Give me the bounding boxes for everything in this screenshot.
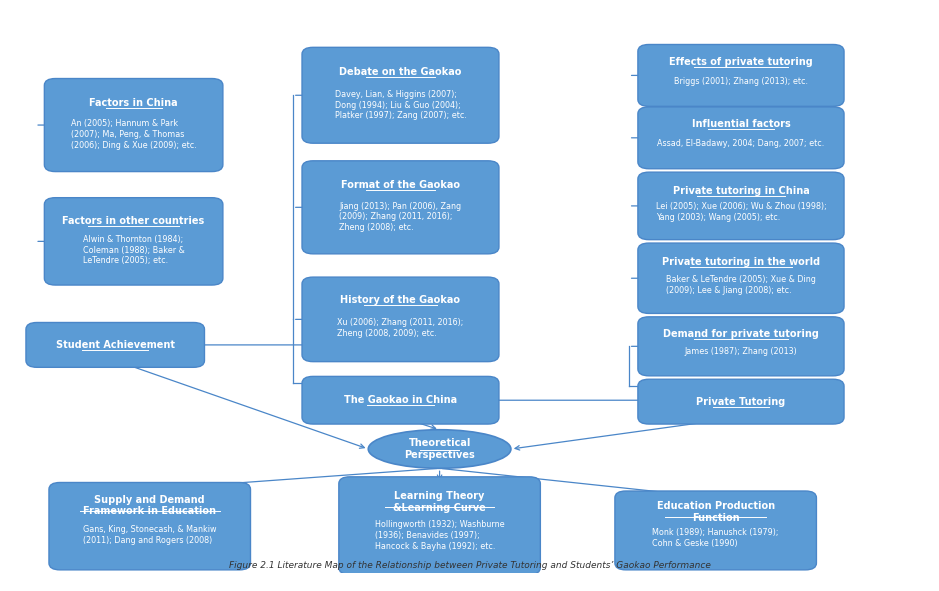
FancyBboxPatch shape (44, 79, 223, 171)
Text: Lei (2005); Xue (2006); Wu & Zhou (1998);
Yang (2003); Wang (2005); etc.: Lei (2005); Xue (2006); Wu & Zhou (1998)… (655, 203, 826, 222)
FancyBboxPatch shape (302, 277, 499, 362)
Text: Theoretical
Perspectives: Theoretical Perspectives (404, 438, 475, 460)
Text: Supply and Demand
Framework in Education: Supply and Demand Framework in Education (84, 495, 216, 517)
Text: Jiang (2013); Pan (2006), Zang
(2009); Zhang (2011, 2016);
Zheng (2008); etc.: Jiang (2013); Pan (2006), Zang (2009); Z… (339, 202, 462, 232)
Text: Learning Theory
&Learning Curve: Learning Theory &Learning Curve (393, 491, 486, 513)
FancyBboxPatch shape (302, 376, 499, 424)
Text: Private Tutoring: Private Tutoring (697, 397, 786, 407)
Text: Figure 2.1 Literature Map of the Relationship between Private Tutoring and Stude: Figure 2.1 Literature Map of the Relatio… (228, 561, 711, 570)
Text: Davey, Lian, & Higgins (2007);
Dong (1994); Liu & Guo (2004);
Platker (1997); Za: Davey, Lian, & Higgins (2007); Dong (199… (334, 90, 467, 121)
FancyBboxPatch shape (44, 197, 223, 285)
FancyBboxPatch shape (615, 491, 816, 570)
Text: Format of the Gaokao: Format of the Gaokao (341, 180, 460, 190)
FancyBboxPatch shape (638, 317, 844, 376)
FancyBboxPatch shape (339, 477, 540, 574)
FancyBboxPatch shape (638, 107, 844, 169)
Text: James (1987); Zhang (2013): James (1987); Zhang (2013) (685, 348, 797, 356)
Text: Effects of private tutoring: Effects of private tutoring (670, 57, 813, 67)
Text: Hollingworth (1932); Washburne
(1936); Benavides (1997);
Hancock & Bayha (1992);: Hollingworth (1932); Washburne (1936); B… (375, 521, 504, 551)
Text: Factors in China: Factors in China (89, 98, 177, 108)
Text: Assad, El-Badawy, 2004; Dang, 2007; etc.: Assad, El-Badawy, 2004; Dang, 2007; etc. (657, 139, 824, 148)
Text: An (2005); Hannum & Park
(2007); Ma, Peng, & Thomas
(2006); Ding & Xue (2009); e: An (2005); Hannum & Park (2007); Ma, Pen… (70, 119, 196, 150)
Text: Gans, King, Stonecash, & Mankiw
(2011); Dang and Rogers (2008): Gans, King, Stonecash, & Mankiw (2011); … (83, 525, 217, 545)
Text: Baker & LeTendre (2005); Xue & Ding
(2009); Lee & Jiang (2008); etc.: Baker & LeTendre (2005); Xue & Ding (200… (666, 275, 816, 295)
FancyBboxPatch shape (302, 161, 499, 254)
Text: Xu (2006); Zhang (2011, 2016);
Zheng (2008, 2009); etc.: Xu (2006); Zhang (2011, 2016); Zheng (20… (337, 318, 464, 338)
Ellipse shape (368, 430, 511, 468)
Text: The Gaokao in China: The Gaokao in China (344, 395, 457, 405)
Text: Private tutoring in the world: Private tutoring in the world (662, 257, 820, 267)
Text: Private tutoring in China: Private tutoring in China (672, 186, 809, 196)
Text: Student Achievement: Student Achievement (55, 340, 175, 350)
FancyBboxPatch shape (26, 323, 205, 368)
FancyBboxPatch shape (638, 379, 844, 424)
Text: Alwin & Thornton (1984);
Coleman (1988); Baker &
LeTendre (2005); etc.: Alwin & Thornton (1984); Coleman (1988);… (83, 235, 185, 265)
Text: Education Production
Function: Education Production Function (656, 501, 775, 523)
Text: Influential factors: Influential factors (692, 119, 791, 129)
Text: Factors in other countries: Factors in other countries (63, 216, 205, 226)
FancyBboxPatch shape (638, 44, 844, 106)
FancyBboxPatch shape (302, 47, 499, 143)
FancyBboxPatch shape (638, 243, 844, 313)
Text: Monk (1989); Hanushck (1979);
Cohn & Geske (1990): Monk (1989); Hanushck (1979); Cohn & Ges… (653, 528, 779, 548)
Text: History of the Gaokao: History of the Gaokao (341, 294, 460, 304)
FancyBboxPatch shape (49, 482, 251, 570)
Text: Debate on the Gaokao: Debate on the Gaokao (339, 67, 462, 77)
FancyBboxPatch shape (638, 172, 844, 240)
Text: Briggs (2001); Zhang (2013); etc.: Briggs (2001); Zhang (2013); etc. (674, 77, 808, 86)
Text: Demand for private tutoring: Demand for private tutoring (663, 329, 819, 339)
